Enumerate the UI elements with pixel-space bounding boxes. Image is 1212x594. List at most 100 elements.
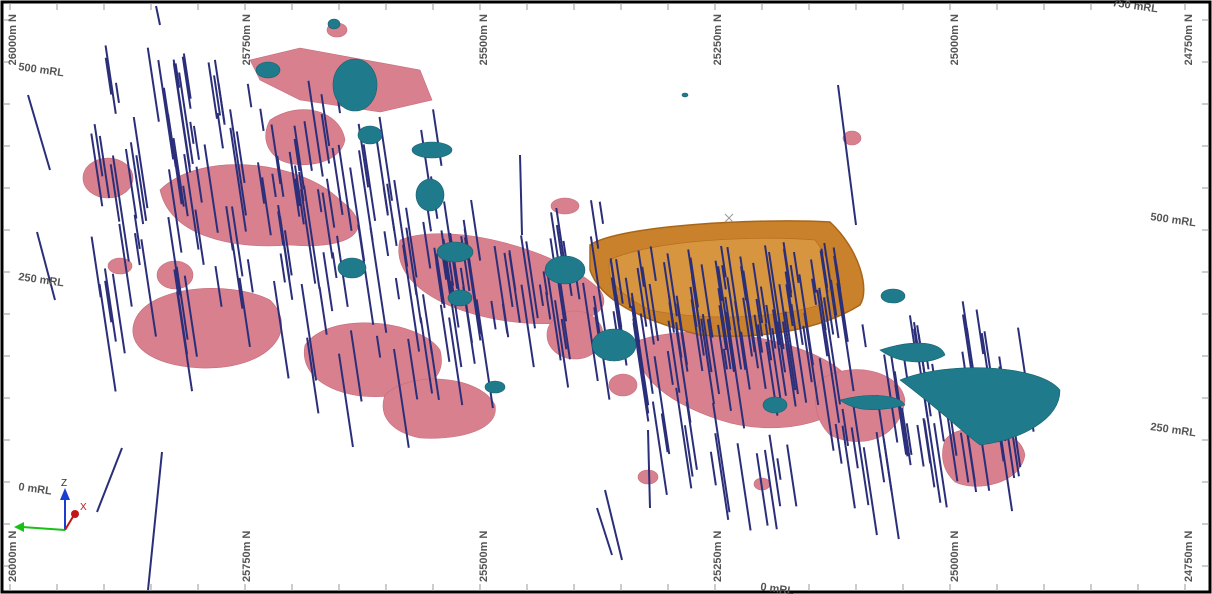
northing-label: 25750m N bbox=[241, 14, 253, 65]
drill-hole bbox=[776, 321, 787, 373]
drill-hole bbox=[781, 321, 797, 407]
drill-hole bbox=[875, 431, 882, 459]
drill-hole bbox=[615, 294, 623, 328]
drill-hole bbox=[422, 221, 432, 269]
drill-hole bbox=[429, 345, 440, 400]
drill-hole bbox=[752, 262, 764, 324]
drill-hole bbox=[111, 273, 126, 354]
drill-hole bbox=[975, 309, 985, 355]
pink-solid bbox=[842, 130, 862, 146]
drill-hole bbox=[293, 125, 305, 190]
drill-hole bbox=[129, 142, 145, 225]
northing-label: 25250m N bbox=[712, 531, 724, 582]
drill-hole bbox=[194, 209, 205, 265]
drill-hole bbox=[261, 177, 272, 236]
northing-label: 25000m N bbox=[949, 531, 961, 582]
drill-hole bbox=[270, 124, 282, 185]
northing-label: 24750m N bbox=[1183, 14, 1195, 65]
drill-hole bbox=[850, 427, 859, 469]
drill-hole bbox=[307, 80, 324, 177]
drill-hole bbox=[785, 284, 794, 327]
drill-hole bbox=[337, 353, 354, 448]
drill-hole bbox=[554, 300, 570, 388]
drill-hole bbox=[923, 399, 942, 503]
drill-hole bbox=[666, 253, 678, 317]
teal-solid bbox=[255, 61, 281, 79]
x-arrow bbox=[71, 510, 79, 518]
drill-hole bbox=[639, 313, 654, 394]
drill-hole bbox=[841, 408, 850, 447]
drill-hole bbox=[822, 297, 842, 405]
drill-hole bbox=[90, 133, 104, 207]
drill-hole bbox=[135, 155, 148, 221]
center-mark bbox=[724, 213, 734, 223]
drill-hole bbox=[157, 59, 175, 160]
drill-hole bbox=[666, 350, 674, 385]
drill-hole bbox=[905, 423, 913, 456]
drill-hole bbox=[933, 423, 948, 508]
drill-hole bbox=[771, 327, 777, 349]
drill-hole bbox=[448, 317, 464, 406]
drill-hole bbox=[90, 236, 102, 298]
drill-hole bbox=[133, 233, 141, 266]
z-arrow bbox=[60, 488, 70, 500]
drill-hole bbox=[545, 291, 552, 320]
drill-hole bbox=[823, 242, 840, 339]
teal-solid bbox=[899, 367, 1061, 446]
drill-hole bbox=[178, 72, 194, 165]
drill-hole bbox=[901, 407, 912, 466]
drill-hole bbox=[103, 268, 117, 342]
drill-hole bbox=[386, 183, 396, 231]
drill-hole bbox=[357, 224, 375, 325]
drill-hole bbox=[303, 185, 321, 289]
teal-solid bbox=[879, 342, 946, 363]
drill-hole bbox=[231, 206, 244, 277]
drill-hole bbox=[256, 162, 266, 204]
drill-hole bbox=[167, 169, 183, 253]
drill-hole bbox=[771, 309, 787, 396]
drill-hole bbox=[114, 82, 120, 104]
drill-hole bbox=[214, 265, 223, 307]
drill-hole bbox=[459, 267, 474, 344]
drill-hole bbox=[700, 318, 715, 405]
drill-hole bbox=[394, 277, 401, 300]
drill-hole bbox=[195, 166, 203, 203]
drill-hole bbox=[331, 147, 344, 216]
northing-label: 24750m N bbox=[1183, 531, 1195, 582]
drill-hole bbox=[764, 323, 773, 361]
drill-hole bbox=[834, 423, 843, 464]
drill-hole bbox=[419, 317, 434, 394]
drill-hole bbox=[229, 109, 247, 216]
drill-hole bbox=[717, 288, 732, 370]
drill-hole bbox=[876, 394, 893, 492]
drill-hole bbox=[792, 251, 800, 283]
drill-hole bbox=[709, 451, 717, 486]
drill-hole bbox=[648, 283, 660, 342]
drill-hole bbox=[271, 173, 277, 198]
teal-solid bbox=[337, 257, 367, 279]
drill-hole bbox=[175, 266, 189, 340]
drill-hole bbox=[407, 338, 419, 400]
drill-hole bbox=[555, 269, 571, 360]
drill-hole bbox=[596, 507, 613, 556]
drill-hole bbox=[213, 75, 222, 116]
drill-hole bbox=[802, 325, 813, 383]
drill-hole bbox=[124, 148, 138, 219]
drill-hole bbox=[667, 320, 681, 393]
drill-hole bbox=[331, 252, 338, 279]
y-axis bbox=[21, 526, 66, 531]
northing-label: 25500m N bbox=[478, 531, 490, 582]
drill-hole bbox=[624, 277, 632, 309]
drill-hole bbox=[789, 264, 804, 346]
drill-hole bbox=[279, 216, 291, 278]
drill-hole bbox=[207, 62, 218, 119]
drill-hole bbox=[714, 433, 730, 520]
drill-hole bbox=[734, 300, 747, 370]
drill-hole bbox=[449, 295, 463, 368]
drill-hole bbox=[759, 286, 768, 324]
drill-hole bbox=[739, 256, 756, 353]
teal-solid bbox=[415, 178, 445, 212]
drill-hole bbox=[757, 324, 764, 353]
teal-solid bbox=[436, 241, 474, 263]
